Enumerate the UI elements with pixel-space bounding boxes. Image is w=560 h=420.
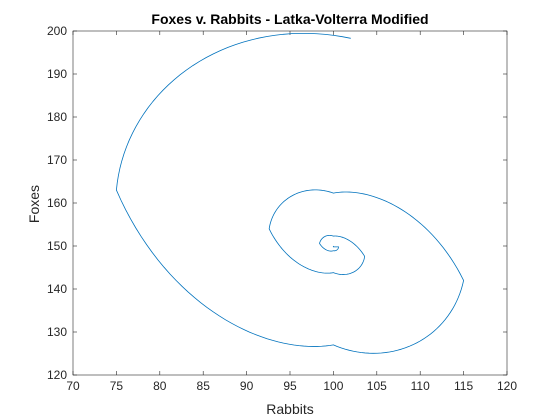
y-tick-label: 150 <box>47 239 67 253</box>
y-tick-label: 180 <box>47 110 67 124</box>
x-axis-label: Rabbits <box>266 401 313 417</box>
chart-title: Foxes v. Rabbits - Latka-Volterra Modifi… <box>151 11 428 27</box>
y-tick-label: 200 <box>47 24 67 38</box>
y-tick-label: 140 <box>47 282 67 296</box>
x-tick-label: 120 <box>497 379 517 393</box>
x-tick-label: 75 <box>110 379 124 393</box>
y-tick-label: 130 <box>47 325 67 339</box>
y-axis-label: Foxes <box>26 185 42 223</box>
x-tick-label: 95 <box>283 379 297 393</box>
ticks-layer: 70 75 80 85 90 95 100 105 110 115 120 120 130 140 150 1… <box>47 24 517 393</box>
x-tick-label: 70 <box>66 379 80 393</box>
y-tick-label: 160 <box>47 196 67 210</box>
x-tick-label: 100 <box>323 379 343 393</box>
series-layer <box>116 32 464 354</box>
x-tick-label: 80 <box>153 379 167 393</box>
x-tick-label: 110 <box>411 379 430 393</box>
x-tick-label: 115 <box>454 379 473 393</box>
x-tick-label: 85 <box>197 379 211 393</box>
x-tick-label: 90 <box>240 379 254 393</box>
y-tick-label: 170 <box>47 153 67 167</box>
y-tick-label: 190 <box>47 67 67 81</box>
y-tick-label: 120 <box>47 368 67 382</box>
series-line-0 <box>116 32 464 354</box>
x-tick-label: 105 <box>367 379 387 393</box>
